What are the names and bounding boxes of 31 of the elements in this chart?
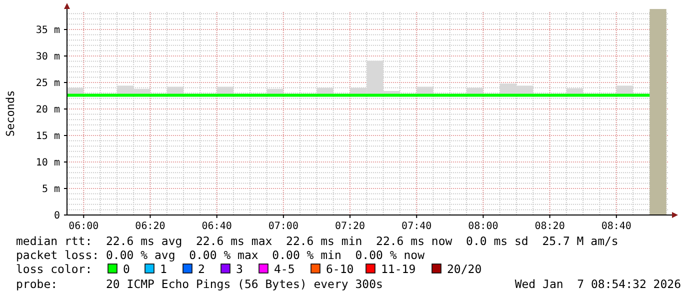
text: 11-19 xyxy=(381,262,416,276)
x-tick-label: 08:20 xyxy=(534,221,565,232)
x-tick-label: 07:00 xyxy=(268,221,298,232)
x-tick-label: 08:40 xyxy=(601,221,632,232)
text: packet loss: 0.00 % avg 0.00 % max 0.00 % min 0.00 % now xyxy=(16,248,425,262)
y-tick-label: 20 m xyxy=(36,104,60,116)
x-tick-label: 06:40 xyxy=(202,221,232,232)
text: 3 xyxy=(236,262,243,276)
y-tick-label: 30 m xyxy=(36,51,60,62)
y-tick-label: 35 m xyxy=(36,24,60,36)
x-tick-label: 06:20 xyxy=(135,221,166,232)
text: Wed Jan 7 08:54:32 2026 xyxy=(514,277,682,291)
text: median rtt: 22.6 ms avg 22.6 ms max 22.6 ms min 22.6 ms now 0.0 ms sd 25.7 M am/s xyxy=(16,234,618,248)
text: 1 xyxy=(160,262,167,276)
x-tick-label: 08:00 xyxy=(468,221,498,232)
text: 2 xyxy=(198,262,205,276)
y-tick-label: 25 m xyxy=(36,78,60,89)
y-axis-title: Seconds xyxy=(4,90,17,137)
y-tick-label: 10 m xyxy=(36,157,60,168)
text: probe: 20 ICMP Echo Pings (56 Bytes) every 300s xyxy=(16,277,383,291)
y-tick-label: 15 m xyxy=(36,130,60,142)
text: 0 xyxy=(123,262,130,276)
y-tick-label: 0 xyxy=(54,210,60,222)
x-tick-label: 07:20 xyxy=(334,221,366,232)
x-tick-label: 06:00 xyxy=(68,221,99,232)
text: 4-5 xyxy=(274,262,295,276)
text: 6-10 xyxy=(326,262,354,276)
y-tick-label: 5 m xyxy=(42,184,60,195)
text: loss color: xyxy=(16,262,92,276)
x-tick-label: 07:40 xyxy=(402,221,432,232)
text: 20/20 xyxy=(447,262,482,276)
